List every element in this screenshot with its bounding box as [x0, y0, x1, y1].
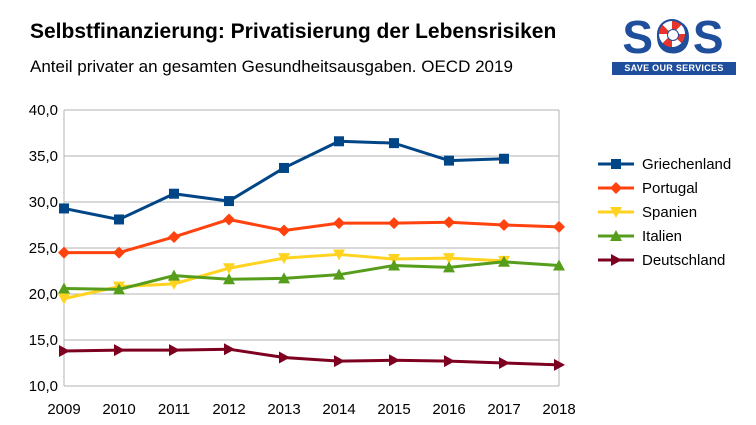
data-point [59, 345, 70, 358]
data-point [333, 217, 345, 230]
y-tick-label: 35,0 [29, 148, 58, 165]
data-point [168, 230, 180, 243]
data-point [169, 188, 179, 199]
data-point [169, 344, 180, 357]
data-point [554, 358, 565, 371]
data-point [113, 246, 125, 259]
series-group [58, 136, 565, 371]
legend-label: Spanien [642, 204, 697, 221]
data-point [499, 357, 510, 369]
data-point [498, 255, 510, 267]
legend: Griechenland Portugal Spanien Italien Deutsc… [598, 156, 731, 269]
data-point [223, 263, 235, 275]
x-tick-label: 2013 [267, 401, 300, 418]
series-portugal [58, 213, 565, 259]
x-axis-ticks: 2009 2010 2011 2012 2013 2014 2015 2016 2017 2018 [47, 401, 575, 418]
data-point [499, 153, 509, 164]
y-tick-label: 15,0 [29, 332, 58, 349]
legend-entry: Spanien [598, 204, 697, 221]
y-tick-label: 10,0 [29, 378, 58, 395]
y-tick-label: 25,0 [29, 240, 58, 257]
series-line [63, 347, 560, 367]
data-point [168, 269, 180, 281]
legend-marker [610, 207, 622, 218]
x-tick-label: 2014 [322, 401, 355, 418]
x-tick-label: 2010 [102, 401, 135, 418]
x-tick-label: 2011 [158, 401, 190, 418]
series-deutschland [59, 343, 565, 371]
data-point [444, 155, 454, 166]
data-point [278, 224, 290, 237]
x-tick-label: 2015 [377, 401, 410, 418]
sos-logo: SOS SAVE OUR SERVICES [612, 12, 736, 76]
data-point [58, 246, 70, 259]
data-point [553, 220, 565, 233]
chart-title: Selbstfinanzierung: Privatisierung der L… [30, 20, 557, 43]
x-tick-label: 2018 [542, 401, 575, 418]
data-point [444, 355, 455, 368]
data-point [58, 293, 70, 305]
lifebuoy-icon [657, 19, 687, 49]
x-tick-label: 2012 [212, 401, 245, 418]
data-point [388, 259, 400, 271]
series-line [64, 217, 560, 255]
data-point [279, 162, 289, 173]
data-point [334, 136, 344, 147]
legend-label: Portugal [642, 180, 698, 197]
legend-entry: Italien [598, 228, 682, 245]
data-point [333, 268, 345, 280]
data-point [278, 253, 290, 265]
data-point [113, 283, 125, 295]
x-tick-label: 2016 [432, 401, 465, 418]
data-point [553, 259, 565, 271]
chart-subtitle: Anteil privater an gesamten Gesundheitsa… [30, 57, 513, 76]
y-tick-label: 40,0 [29, 102, 58, 119]
legend-label: Deutschland [642, 252, 725, 269]
logo-tagline: SAVE OUR SERVICES [612, 62, 736, 75]
legend-label: Griechenland [642, 156, 731, 173]
legend-entry: Griechenland [598, 156, 731, 173]
legend-entry: Deutschland [598, 252, 725, 269]
x-tick-label: 2009 [47, 401, 80, 418]
series-italien [58, 255, 565, 295]
series-griechenland [59, 136, 509, 225]
data-point [223, 273, 235, 285]
data-point [334, 355, 345, 368]
legend-label: Italien [642, 228, 682, 245]
data-point [443, 216, 455, 229]
data-point [443, 261, 455, 273]
y-tick-label: 20,0 [29, 286, 58, 303]
data-point [278, 272, 290, 284]
y-tick-label: 30,0 [29, 194, 58, 211]
data-point [223, 213, 235, 226]
data-point [389, 354, 400, 367]
y-axis-ticks: 10,0 15,0 20,0 25,0 30,0 35,0 40,0 [29, 102, 58, 395]
data-point [114, 214, 124, 225]
data-point [389, 138, 399, 149]
data-point [59, 203, 69, 214]
data-point [224, 196, 234, 207]
data-point [224, 343, 235, 356]
legend-marker [611, 159, 621, 169]
data-point [443, 253, 455, 265]
x-tick-label: 2017 [487, 401, 520, 418]
data-point [168, 278, 180, 290]
legend-marker [610, 182, 622, 194]
data-point [114, 344, 125, 357]
legend-marker [610, 230, 622, 241]
legend-marker [611, 254, 622, 266]
data-point [333, 249, 345, 261]
data-point [498, 219, 510, 231]
data-point [58, 282, 70, 294]
series-line [63, 139, 505, 221]
legend-entry: Portugal [598, 180, 698, 197]
data-point [279, 351, 290, 364]
series-line [63, 260, 560, 291]
data-point [388, 217, 400, 230]
